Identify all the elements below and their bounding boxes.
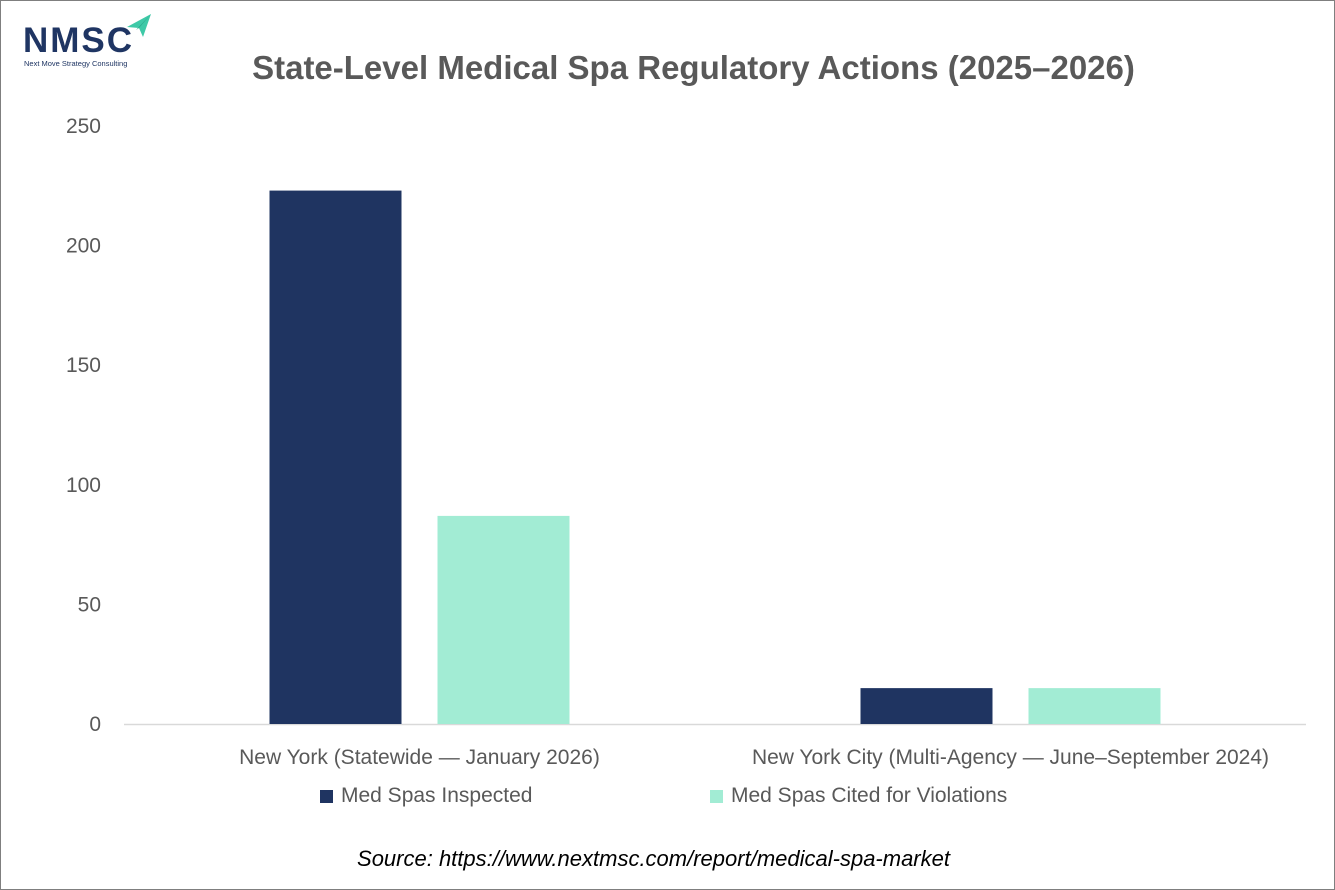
x-category-label: New York (Statewide — January 2026) [239, 746, 600, 769]
legend-item-inspected: Med Spas Inspected [320, 784, 532, 808]
legend-swatch-cited [710, 789, 723, 803]
legend-swatch-inspected [320, 789, 333, 803]
bar-cited-1 [1028, 688, 1161, 724]
logo-tagline: Next Move Strategy Consulting [24, 59, 128, 68]
y-tick-label: 0 [89, 713, 101, 736]
chart-legend: Med Spas Inspected Med Spas Cited for Vi… [1, 784, 1334, 814]
x-category-label: New York City (Multi-Agency — June–Septe… [752, 746, 1269, 769]
y-tick-label: 50 [78, 593, 101, 616]
nmsc-logo: NMSC Next Move Strategy Consulting [23, 13, 153, 71]
logo-text: NMSC [23, 21, 135, 60]
y-tick-label: 150 [66, 354, 101, 377]
y-tick-label: 200 [66, 235, 101, 258]
chart-title: State-Level Medical Spa Regulatory Actio… [252, 49, 1135, 86]
bar-inspected-1 [860, 688, 993, 724]
logo-arrow-icon [127, 14, 151, 37]
bar-inspected-0 [269, 190, 402, 725]
legend-item-cited: Med Spas Cited for Violations [710, 784, 1007, 808]
source-note: Source: https://www.nextmsc.com/report/m… [357, 846, 950, 871]
bar-cited-0 [437, 515, 570, 724]
y-tick-label: 100 [66, 474, 101, 497]
legend-label-cited: Med Spas Cited for Violations [731, 784, 1008, 807]
y-tick-label: 250 [66, 115, 101, 138]
legend-label-inspected: Med Spas Inspected [341, 784, 533, 807]
